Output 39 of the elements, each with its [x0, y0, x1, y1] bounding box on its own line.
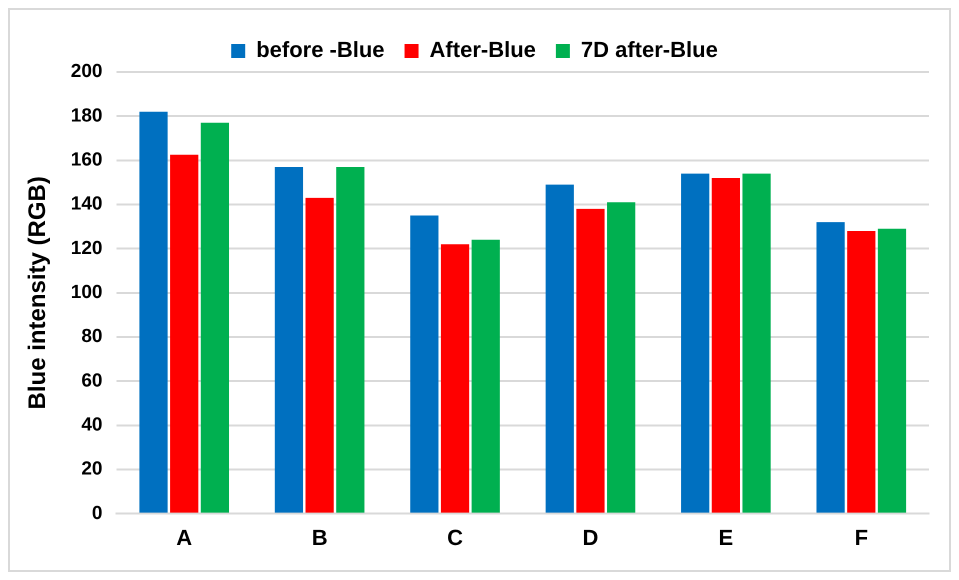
- bar: [607, 202, 636, 513]
- bar: [200, 122, 230, 513]
- y-tick-label: 100: [70, 282, 102, 304]
- bar: [170, 154, 198, 513]
- bar: [336, 166, 364, 513]
- y-tick-label: 40: [81, 414, 102, 436]
- bar: [139, 112, 168, 513]
- x-tick-label: E: [718, 524, 734, 550]
- bar: [546, 184, 574, 513]
- bar: [742, 174, 771, 513]
- x-tick-label: B: [312, 524, 328, 550]
- x-tick-label: A: [176, 524, 192, 550]
- y-axis-title: Blue intensity (RGB): [24, 176, 52, 410]
- bar: [306, 198, 334, 513]
- legend-label: before -Blue: [256, 37, 385, 62]
- x-tick-label: C: [447, 524, 464, 550]
- bar: [712, 178, 740, 513]
- y-tick-label: 180: [70, 105, 102, 126]
- bar: [878, 228, 906, 513]
- bar: [816, 222, 845, 513]
- y-tick-label: 0: [92, 502, 102, 524]
- y-tick-label: 20: [81, 458, 102, 480]
- y-tick-label: 160: [70, 150, 102, 171]
- x-tick-label: D: [582, 524, 598, 550]
- y-tick-label: 140: [70, 194, 102, 215]
- x-tick-label: F: [854, 524, 868, 550]
- y-tick-label: 60: [81, 370, 102, 392]
- bar: [274, 166, 304, 513]
- bar: [681, 174, 710, 513]
- bar: [847, 230, 876, 513]
- bar: [472, 240, 500, 513]
- y-tick-label: 80: [81, 326, 102, 348]
- y-tick-label: 200: [70, 61, 102, 82]
- bar: [576, 208, 605, 513]
- legend-label: After-Blue: [430, 37, 536, 62]
- bar: [440, 244, 470, 513]
- y-tick-label: 120: [70, 238, 102, 259]
- bar: [410, 216, 438, 513]
- legend-label: 7D after-Blue: [580, 37, 718, 62]
